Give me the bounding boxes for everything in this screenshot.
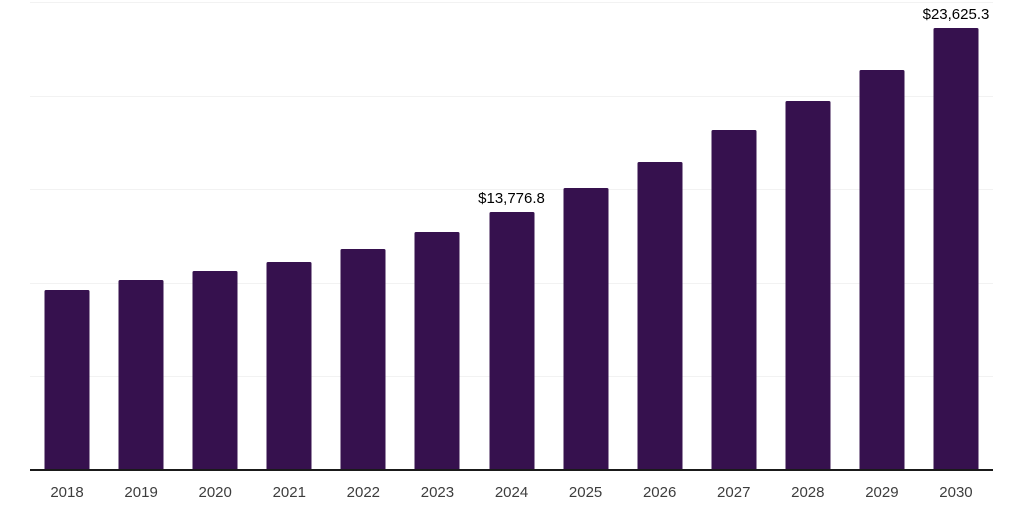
bar-2025 — [563, 187, 609, 470]
x-tick-label-2020: 2020 — [198, 484, 232, 501]
bar-2028 — [785, 100, 831, 470]
x-tick-label-2027: 2027 — [717, 484, 751, 501]
bar-2024 — [489, 212, 534, 470]
data-label-2030: $23,625.3 — [922, 5, 990, 23]
bar-slot-2027 — [697, 2, 771, 470]
bar-2019 — [118, 280, 164, 470]
bar-2026 — [637, 161, 683, 470]
bar-2021 — [266, 262, 312, 470]
x-tick-label-2021: 2021 — [272, 484, 306, 501]
gridline — [30, 2, 993, 3]
x-tick-label-2019: 2019 — [124, 484, 158, 501]
x-tick-label-2024: 2024 — [494, 484, 529, 501]
bar-2020 — [192, 271, 238, 470]
x-tick-label-2030: 2030 — [939, 484, 973, 501]
x-tick-label-2028: 2028 — [791, 484, 825, 501]
x-tick-label-2023: 2023 — [420, 484, 455, 501]
x-tick-label-2022: 2022 — [346, 484, 381, 501]
bar-2029 — [859, 69, 905, 470]
bar-2023 — [414, 232, 460, 470]
bar-slot-2023 — [400, 2, 474, 470]
gridline — [30, 95, 993, 97]
x-tick-label-2018: 2018 — [50, 484, 84, 501]
bar-slot-2026 — [623, 2, 697, 470]
bar-slot-2029 — [845, 2, 919, 470]
x-tick-label-2026: 2026 — [642, 484, 677, 501]
data-label-2024: $13,776.8 — [478, 190, 545, 208]
bar-slot-2030: $23,625.3 — [919, 2, 993, 470]
x-axis-tick-labels: 2018 2019 2020 2021 2022 2023 2024 2025 2026 2027… — [30, 482, 993, 503]
bar-slot-2025 — [549, 2, 623, 470]
bar-2022 — [340, 249, 386, 470]
bar-2018 — [44, 289, 90, 470]
x-tick-label-2025: 2025 — [568, 484, 603, 501]
bar-2030 — [933, 27, 979, 470]
bar-slot-2028 — [771, 2, 845, 470]
bar-slot-2020 — [178, 2, 252, 470]
gridline — [30, 189, 993, 191]
bar-2027 — [711, 129, 757, 470]
bar-slot-2021 — [252, 2, 326, 470]
bars-container: $13,776.8 $23,625.3 — [30, 2, 993, 470]
bar-slot-2024: $13,776.8 — [474, 2, 548, 470]
bar-slot-2022 — [326, 2, 400, 470]
x-tick-label-2029: 2029 — [865, 484, 899, 501]
bar-slot-2019 — [104, 2, 178, 470]
x-axis-line — [30, 469, 993, 471]
bar-slot-2018 — [30, 2, 104, 470]
plot-area: $13,776.8 $23,625.3 — [30, 2, 993, 471]
